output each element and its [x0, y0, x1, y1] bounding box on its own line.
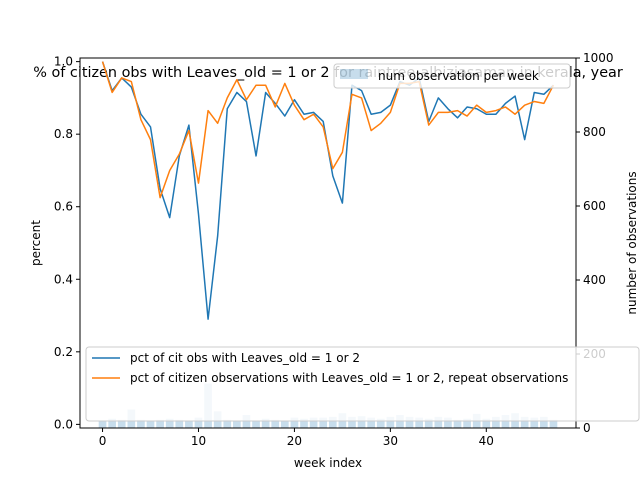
x-tick-label: 20: [287, 434, 302, 448]
legend-lines-frame: [85, 346, 640, 422]
y-tick-label: 0.2: [54, 345, 73, 359]
legend-lines: pct of cit obs with Leaves_old = 1 or 2 …: [85, 346, 640, 422]
bar: [453, 419, 462, 428]
y2-tick-label: 800: [583, 125, 606, 139]
y2-tick-label: 400: [583, 273, 606, 287]
y-tick-label: 0.4: [54, 272, 73, 286]
y-axis-label: percent: [29, 220, 43, 266]
bar: [492, 416, 500, 428]
legend-bars: num observation per week: [333, 63, 571, 89]
bar: [415, 417, 423, 428]
bar: [108, 418, 116, 428]
bar: [194, 417, 203, 428]
bar: [175, 419, 184, 428]
bar: [367, 417, 376, 428]
bar: [328, 416, 337, 428]
bar: [242, 415, 251, 428]
y2-tick-label: 0: [583, 421, 591, 435]
y-tick-label: 1.0: [54, 55, 73, 69]
x-axis-label: week index: [294, 456, 362, 470]
y2-tick-label: 1000: [583, 51, 614, 65]
bar: [117, 419, 126, 428]
x-tick-label: 30: [383, 434, 398, 448]
x-tick-label: 40: [479, 434, 494, 448]
bar: [434, 416, 443, 428]
bar: [482, 418, 491, 428]
bar: [549, 419, 558, 428]
y-tick-label: 0.8: [54, 127, 73, 141]
line-layer: [101, 61, 555, 320]
bar: [405, 416, 414, 428]
bar: [501, 415, 510, 428]
bar: [424, 418, 433, 428]
bar: [165, 418, 174, 428]
bar: [530, 417, 539, 428]
y2-tick-label: 600: [583, 199, 606, 213]
x-tick-label: 0: [99, 434, 107, 448]
y-axis-left: 0.0 0.2 0.4 0.6 0.8 1.0: [54, 55, 80, 431]
x-tick-label: 10: [191, 434, 206, 448]
x-axis: 0 10 20 30 40: [99, 428, 494, 448]
legend-bars-label: num observation per week: [378, 69, 539, 83]
bar: [290, 417, 299, 428]
bar: [357, 416, 366, 428]
bar: [463, 418, 471, 428]
bar: [223, 419, 232, 428]
series-line-2: [101, 61, 555, 199]
bar: [137, 419, 145, 428]
bar: [386, 416, 395, 428]
bar: [146, 420, 155, 428]
bar: [396, 415, 404, 428]
bar: [319, 417, 328, 428]
y-tick-label: 0.6: [54, 200, 73, 214]
bar: [271, 419, 280, 428]
legend-bars-swatch: [340, 69, 368, 79]
bar: [261, 418, 270, 428]
bar: [348, 416, 356, 428]
bar: [252, 420, 260, 428]
bar: [233, 420, 241, 428]
bar: [520, 416, 529, 428]
legend-line-2-label: pct of citizen observations with Leaves_…: [130, 371, 568, 385]
bar: [280, 420, 289, 428]
y2-axis-label: number of observations: [625, 171, 639, 314]
plot-frame: [79, 57, 577, 429]
bar: [540, 416, 548, 428]
bar: [185, 420, 193, 428]
bar: [156, 419, 164, 428]
legend-bars-frame: [333, 63, 571, 89]
bar: [98, 420, 107, 428]
legend-line-1-label: pct of cit obs with Leaves_old = 1 or 2: [130, 351, 360, 365]
bar: [300, 418, 308, 428]
y-tick-label: 0.0: [54, 417, 73, 431]
bar: [444, 417, 452, 428]
bar: [309, 417, 318, 428]
bar: [376, 418, 385, 428]
